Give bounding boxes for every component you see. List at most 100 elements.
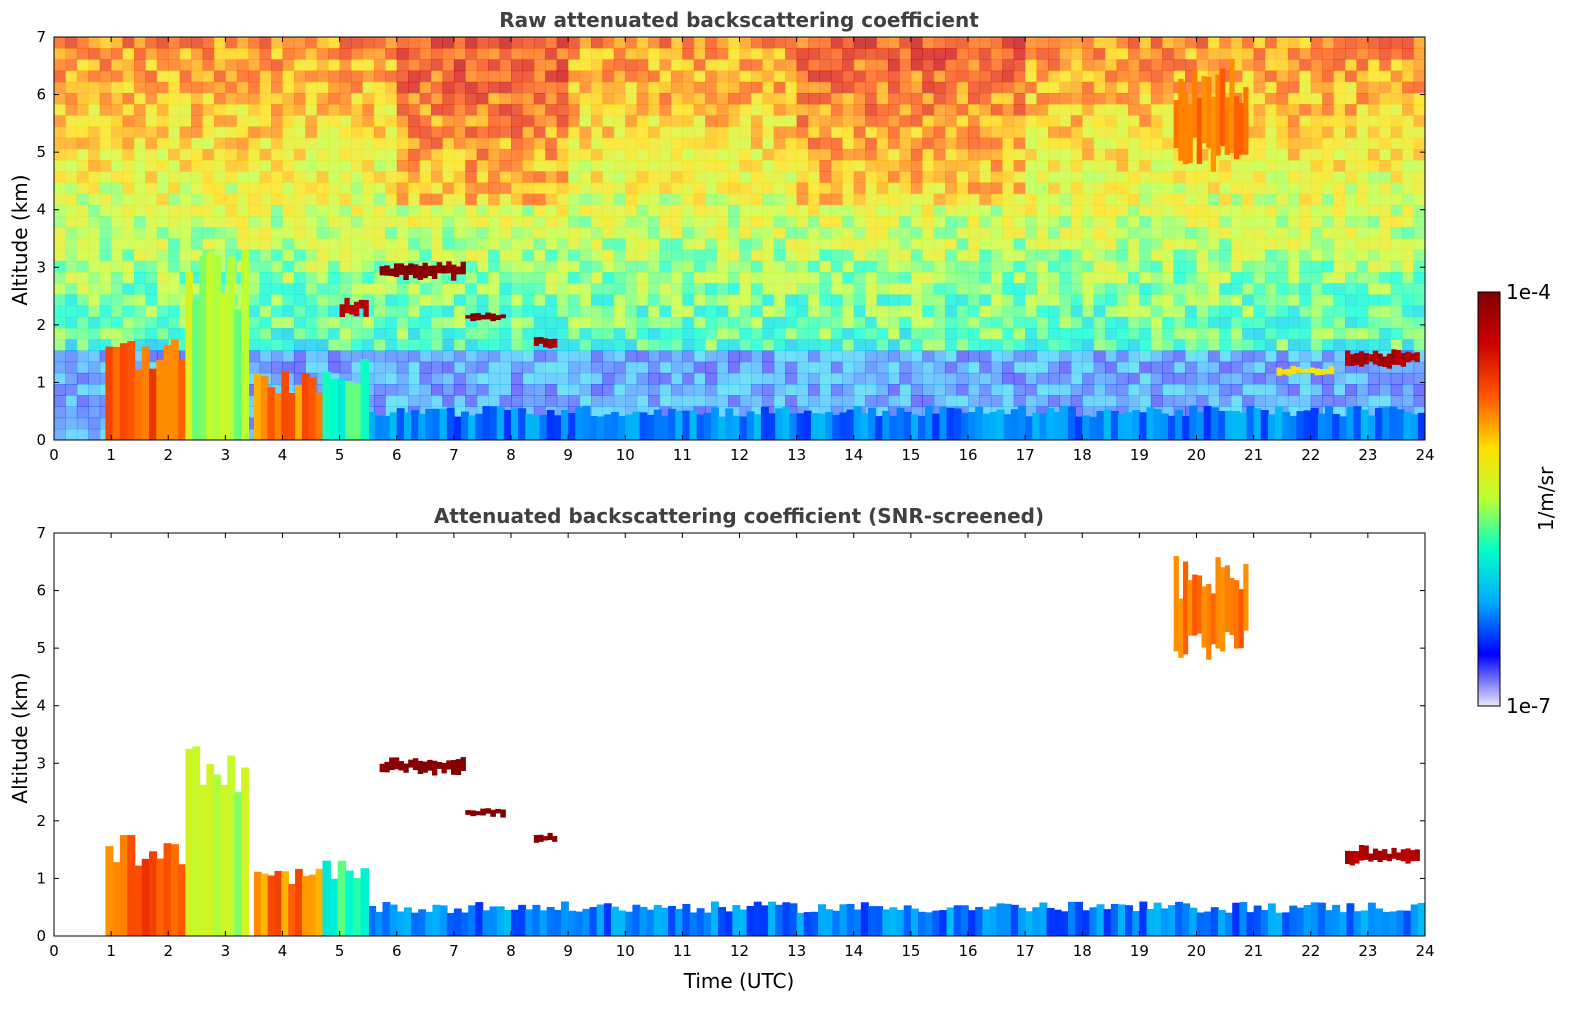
noise-cell — [88, 316, 101, 329]
noise-cell — [385, 361, 398, 374]
noise-cell — [625, 283, 638, 296]
noise-cell — [853, 350, 866, 363]
noise-cell — [1002, 283, 1015, 296]
noise-cell — [1310, 48, 1323, 60]
noise-cell — [773, 384, 786, 396]
boundary-layer-segment — [1082, 415, 1091, 440]
noise-cell — [408, 216, 421, 228]
boundary-layer-segment — [461, 411, 469, 440]
cloud-segment — [422, 761, 428, 773]
noise-cell — [385, 92, 398, 105]
noise-cell — [968, 238, 981, 251]
noise-cell — [1070, 126, 1083, 139]
noise-cell — [1242, 204, 1255, 217]
noise-cell — [305, 272, 318, 284]
noise-cell — [499, 395, 512, 408]
noise-cell — [853, 92, 866, 105]
noise-cell — [1013, 272, 1026, 284]
noise-cell — [910, 395, 923, 408]
noise-cell — [739, 204, 752, 217]
noise-cell — [899, 104, 912, 116]
noise-cell — [339, 350, 352, 363]
noise-cell — [1299, 48, 1312, 60]
noise-cell — [293, 182, 306, 195]
noise-cell — [1013, 361, 1026, 374]
noise-cell — [670, 384, 683, 396]
noise-cell — [556, 92, 569, 105]
noise-cell — [648, 328, 661, 340]
noise-cell — [1070, 193, 1083, 206]
noise-cell — [739, 37, 752, 49]
noise-cell — [739, 227, 752, 240]
noise-cell — [305, 193, 318, 206]
noise-cell — [1059, 126, 1072, 139]
noise-cell — [442, 126, 455, 139]
noise-cell — [385, 70, 398, 83]
noise-cell — [88, 171, 101, 184]
noise-cell — [1059, 316, 1072, 329]
noise-cell — [111, 59, 124, 72]
noise-cell — [99, 316, 112, 329]
noise-cell — [1356, 305, 1369, 318]
noise-cell — [88, 81, 101, 94]
noise-cell — [111, 305, 124, 318]
noise-cell — [1173, 328, 1186, 340]
noise-cell — [1070, 238, 1083, 251]
noise-cell — [511, 70, 524, 83]
noise-cell — [385, 372, 398, 385]
noise-cell — [1345, 372, 1358, 385]
noise-cell — [225, 193, 238, 206]
noise-cell — [716, 238, 729, 251]
cloud-segment — [1396, 852, 1402, 861]
noise-cell — [682, 238, 695, 251]
noise-cell — [865, 272, 878, 284]
noise-cell — [465, 384, 478, 396]
noise-cell — [1242, 294, 1255, 307]
noise-cell — [1230, 272, 1243, 284]
noise-cell — [876, 182, 889, 195]
noise-cell — [910, 115, 923, 128]
noise-cell — [705, 204, 718, 217]
noise-cell — [282, 137, 295, 150]
noise-cell — [922, 171, 935, 184]
noise-cell — [556, 339, 569, 352]
noise-cell — [762, 395, 775, 408]
noise-cell — [1036, 160, 1049, 172]
noise-cell — [328, 48, 341, 60]
noise-cell — [910, 227, 923, 240]
noise-cell — [1276, 249, 1289, 262]
noise-cell — [54, 115, 67, 128]
noise-cell — [979, 350, 992, 363]
noise-cell — [693, 37, 706, 49]
noise-cell — [442, 81, 455, 94]
noise-cell — [213, 126, 226, 139]
cloud-segment — [446, 261, 452, 274]
boundary-layer-segment — [425, 408, 434, 440]
noise-cell — [1162, 137, 1175, 150]
noise-cell — [133, 160, 146, 172]
noise-cell — [1219, 59, 1232, 72]
cloud-segment — [480, 808, 486, 816]
noise-cell — [922, 70, 935, 83]
noise-cell — [1333, 372, 1346, 385]
boundary-layer-segment — [968, 910, 976, 936]
noise-cell — [465, 395, 478, 408]
noise-cell — [1162, 204, 1175, 217]
noise-cell — [853, 305, 866, 318]
noise-cell — [1116, 361, 1129, 374]
noise-cell — [579, 384, 592, 396]
noise-cell — [431, 137, 444, 150]
boundary-layer-segment — [746, 411, 755, 440]
noise-cell — [1402, 216, 1415, 228]
noise-cell — [1127, 81, 1140, 94]
noise-cell — [1002, 81, 1015, 94]
noise-cell — [305, 148, 318, 161]
noise-cell — [819, 59, 832, 72]
noise-cell — [351, 137, 364, 150]
noise-cell — [876, 283, 889, 296]
noise-cell — [76, 171, 89, 184]
noise-cell — [1002, 137, 1015, 150]
noise-cell — [1036, 216, 1049, 228]
noise-cell — [1059, 328, 1072, 340]
noise-cell — [511, 115, 524, 128]
